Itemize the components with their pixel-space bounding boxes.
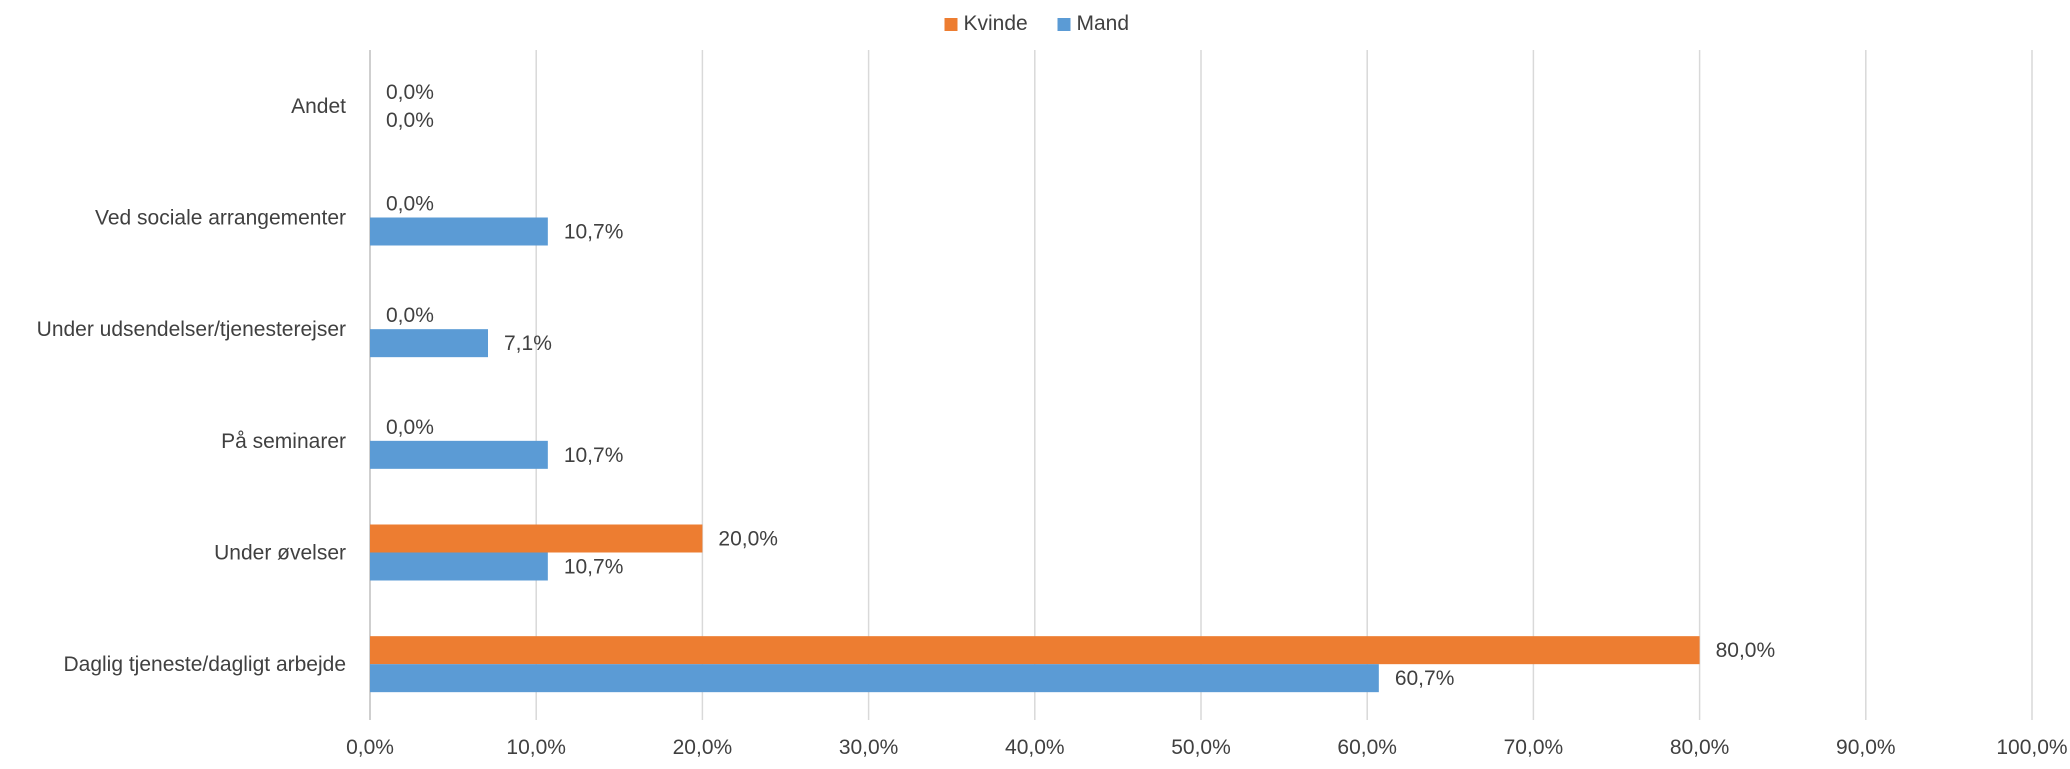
- bar-mand: [370, 552, 548, 581]
- category-label: Daglig tjeneste/dagligt arbejde: [63, 653, 346, 676]
- bars: [370, 217, 1700, 693]
- data-label: 10,7%: [564, 556, 624, 579]
- data-label: 0,0%: [386, 81, 434, 104]
- data-label: 0,0%: [386, 109, 434, 132]
- bar-mand: [370, 217, 548, 246]
- gridlines: [369, 50, 2033, 720]
- x-tick-label: 100,0%: [1996, 736, 2067, 759]
- legend-item-kvinde: Kvinde: [944, 12, 1028, 35]
- bar-mand: [370, 329, 489, 358]
- bar-mand: [370, 440, 548, 469]
- category-label: Andet: [291, 95, 346, 118]
- x-tick-label: 80,0%: [1670, 736, 1730, 759]
- data-label: 20,0%: [718, 528, 778, 551]
- x-tick-label: 40,0%: [1005, 736, 1065, 759]
- x-tick-label: 20,0%: [673, 736, 733, 759]
- x-tick-label: 90,0%: [1836, 736, 1896, 759]
- x-tick-label: 60,0%: [1337, 736, 1397, 759]
- data-label: 80,0%: [1716, 639, 1776, 662]
- bar-mand: [370, 664, 1379, 693]
- legend-label: Mand: [1077, 12, 1130, 35]
- data-label: 7,1%: [504, 332, 552, 355]
- x-axis: 0,0% 10,0% 20,0% 30,0% 40,0% 50,0% 60,0% 70,0% 8…: [346, 736, 2068, 759]
- data-label: 60,7%: [1395, 667, 1455, 690]
- x-tick-label: 70,0%: [1504, 736, 1564, 759]
- x-tick-label: 10,0%: [506, 736, 566, 759]
- data-label: 0,0%: [386, 416, 434, 439]
- data-label: 0,0%: [386, 304, 434, 327]
- legend-item-mand: Mand: [1057, 12, 1130, 35]
- bar-kvinde: [370, 524, 703, 553]
- legend-label: Kvinde: [964, 12, 1028, 35]
- legend-swatch-kvinde: [944, 18, 958, 31]
- x-tick-label: 50,0%: [1171, 736, 1231, 759]
- data-label: 10,7%: [564, 444, 624, 467]
- category-label: Ved sociale arrangementer: [95, 207, 346, 230]
- category-label: På seminarer: [221, 430, 346, 453]
- y-axis: Andet Ved sociale arrangementer Under udse…: [37, 95, 346, 676]
- x-tick-label: 30,0%: [839, 736, 899, 759]
- category-label: Under udsendelser/tjenesterejser: [37, 318, 346, 341]
- category-label: Under øvelser: [214, 542, 346, 565]
- legend: Kvinde Mand: [944, 12, 1130, 35]
- legend-swatch-mand: [1057, 18, 1071, 31]
- data-label: 10,7%: [564, 221, 624, 244]
- data-label: 0,0%: [386, 193, 434, 216]
- data-labels: 0,0% 0,0% 0,0% 10,7% 0,0% 7,1% 0,0% 10,7% 20,0% 1…: [386, 81, 1775, 690]
- bar-kvinde: [370, 636, 1700, 665]
- x-tick-label: 0,0%: [346, 736, 394, 759]
